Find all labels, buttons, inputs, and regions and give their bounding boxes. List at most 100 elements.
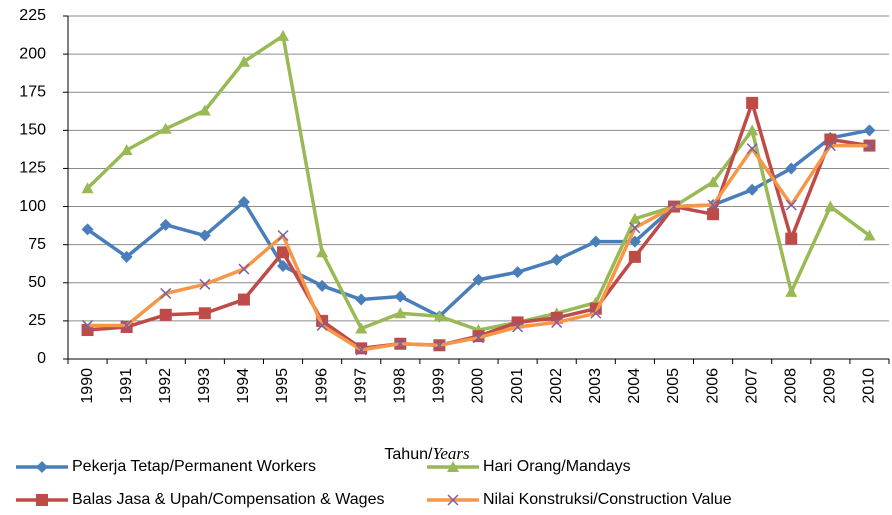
y-tick-label: 75 [28,236,46,253]
marker [785,162,798,175]
marker [824,133,837,146]
marker [159,122,172,134]
marker [863,124,876,137]
marker [746,183,759,196]
x-tick-label: 2010 [861,368,878,404]
marker [36,461,48,473]
marker [628,250,641,263]
marker [394,338,406,350]
marker [785,199,797,211]
series-line [86,128,870,319]
y-tick-label: 150 [19,122,46,139]
marker [394,290,407,303]
x-tick-label: 2000 [470,368,487,404]
y-tick-label: 25 [28,312,46,329]
legend-label: Pekerja Tetap/Permanent Workers [72,458,316,475]
marker [746,124,759,136]
y-tick-label: 100 [19,198,46,215]
marker [785,232,798,245]
marker [863,140,875,152]
x-tick-label: 1992 [157,368,174,404]
x-tick-label: 2001 [509,368,526,404]
marker [120,144,133,156]
marker [707,208,720,221]
marker [472,273,485,286]
marker [277,29,290,41]
marker [159,308,172,321]
x-axis-label: Tahun/Years [384,444,470,463]
marker [707,176,720,188]
x-tick-label: 1991 [118,368,135,404]
marker [355,293,368,306]
marker [863,229,876,241]
x-tick-label: 2006 [704,368,721,404]
marker [629,222,641,234]
legend-entry: Nilai Konstruksi/Construction Value [427,491,732,508]
marker [81,182,94,194]
marker [237,293,250,306]
legend-entry: Hari Orang/Mandays [427,458,631,475]
marker [511,316,524,329]
x-tick-label: 2004 [626,368,643,404]
x-tick-label: 1998 [392,368,409,404]
marker [81,223,94,236]
marker [277,260,290,273]
marker [628,212,641,224]
marker [590,307,602,319]
marker [316,279,329,292]
marker [237,195,250,208]
marker [198,104,211,116]
x-tick-label: 2002 [548,368,565,404]
marker [355,322,368,334]
x-tick-label: 1996 [313,368,330,404]
marker [120,250,133,263]
marker [589,235,602,248]
marker [198,229,211,242]
marker [824,140,836,152]
x-axis-label-part: Tahun/ [384,446,433,463]
marker [121,319,133,331]
x-tick-label: 1990 [79,368,96,404]
marker [785,285,798,297]
x-tick-label: 1994 [235,368,252,404]
marker [550,253,563,266]
x-tick-label: 2007 [743,368,760,404]
marker [82,319,94,331]
y-tick-label: 200 [19,45,46,62]
x-tick-label: 1999 [431,368,448,404]
marker [394,307,407,319]
y-tick-label: 225 [19,7,46,24]
marker [198,307,211,320]
legend-label: Hari Orang/Mandays [483,458,631,475]
marker [511,266,524,279]
marker [36,494,48,506]
marker [277,229,289,242]
marker [355,344,367,356]
x-tick-label: 2005 [665,368,682,404]
marker [433,310,446,322]
marker [447,494,459,506]
y-tick-label: 50 [28,274,46,291]
legend-entry: Pekerja Tetap/Permanent Workers [16,458,316,475]
marker [551,316,563,328]
x-tick-label: 2003 [587,368,604,404]
marker [316,319,328,331]
marker [316,246,329,258]
marker [668,201,680,213]
marker [746,143,758,155]
legend-label: Balas Jasa & Upah/Compensation & Wages [72,491,384,508]
marker [159,218,172,231]
marker [277,246,290,259]
y-tick-label: 175 [19,83,46,100]
marker [824,200,837,212]
marker [512,321,524,333]
x-tick-label: 2008 [782,368,799,404]
x-axis-label-part: Years [432,444,470,463]
marker [199,278,211,290]
x-tick-label: 1997 [352,368,369,404]
marker [433,339,445,351]
marker [447,461,459,472]
y-tick-label: 0 [37,350,46,367]
marker [746,96,759,109]
